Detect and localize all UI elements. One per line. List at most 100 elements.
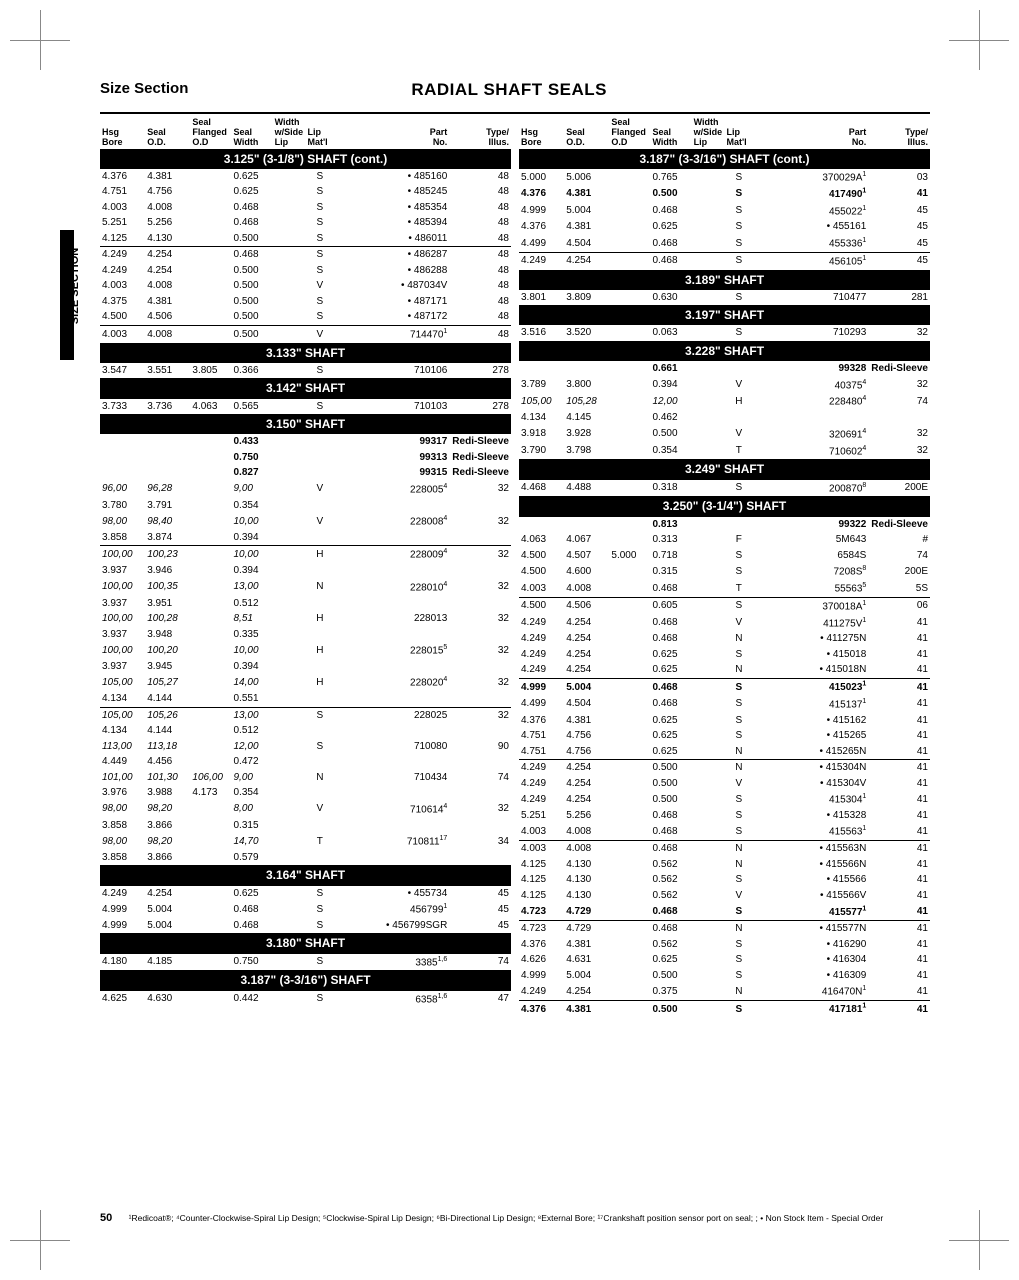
cell: 2280155 [334, 642, 449, 659]
cell [190, 450, 231, 466]
cell [609, 679, 650, 696]
cell: 96,00 [100, 481, 145, 498]
cell: 9,00 [232, 770, 273, 786]
cell [273, 596, 306, 612]
section-bar: 3.150" SHAFT [100, 414, 511, 434]
cell: 41 [868, 647, 930, 663]
table-row: 101,00101,30106,009,00N71043474 [100, 770, 511, 786]
cell: 228025 [334, 708, 449, 724]
cell [190, 739, 231, 755]
cell: S [305, 399, 334, 415]
cell [609, 952, 650, 968]
cell: 3.858 [100, 850, 145, 866]
cell [190, 200, 231, 216]
cell: H [305, 674, 334, 691]
cell: 4.999 [519, 968, 564, 984]
cell: T [724, 443, 753, 460]
cell [305, 530, 334, 546]
cell: 105,27 [145, 674, 190, 691]
cell: 4.173 [190, 785, 231, 801]
cell [609, 728, 650, 744]
cell: 2280104 [334, 579, 449, 596]
cell: H [724, 393, 753, 410]
cell: S [724, 203, 753, 220]
table-row: 3.5473.5513.8050.366S710106278 [100, 363, 511, 379]
cell [692, 776, 725, 792]
cell: 4.003 [519, 841, 564, 857]
cell [273, 278, 306, 294]
cell [564, 361, 609, 377]
cell: 5.256 [564, 808, 609, 824]
cell: 0.562 [651, 937, 692, 953]
cell: 5.000 [519, 169, 564, 186]
crop-mark-tl [10, 10, 70, 70]
cell [273, 215, 306, 231]
cell [145, 450, 190, 466]
cell: 4.376 [519, 1001, 564, 1018]
cell [609, 1001, 650, 1018]
table-row: 4.5004.6000.315S7208S8200E [519, 563, 930, 580]
cell: 48 [449, 169, 511, 185]
cell [273, 954, 306, 971]
cell: 48 [449, 215, 511, 231]
table-row: 4.0034.0080.468S• 48535448 [100, 200, 511, 216]
cell: 0.468 [651, 631, 692, 647]
cell [449, 596, 511, 612]
table-row: 4.1254.1300.562N• 415566N41 [519, 857, 930, 873]
cell: • 415265 [753, 728, 868, 744]
cell: S [305, 247, 334, 263]
cell: Redi-Sleeve [449, 450, 511, 466]
cell: 12,00 [232, 739, 273, 755]
cell: 41 [868, 679, 930, 696]
cell: 4.999 [519, 679, 564, 696]
cell: 4.500 [519, 598, 564, 615]
cell: • 486288 [334, 263, 449, 279]
cell: 98,20 [145, 833, 190, 850]
section-bar: 3.125" (3-1/8") SHAFT (cont.) [100, 149, 511, 169]
cell [190, 754, 231, 770]
cell: 74 [449, 954, 511, 971]
cell [609, 598, 650, 615]
cell [692, 443, 725, 460]
cell [273, 886, 306, 902]
cell: 4151371 [753, 696, 868, 713]
table-row: 3.8583.8660.579 [100, 850, 511, 866]
cell: 0.500 [651, 968, 692, 984]
cell: 4150231 [753, 679, 868, 696]
cell: 4.008 [145, 326, 190, 343]
cell [305, 627, 334, 643]
cell: S [724, 563, 753, 580]
table-row: 4.3754.3810.500S• 48717148 [100, 294, 511, 310]
cell: • 486011 [334, 231, 449, 247]
cell [305, 450, 334, 466]
col-header: Width w/SideLip [692, 117, 725, 149]
cell: 0.468 [651, 903, 692, 920]
cell: F [724, 532, 753, 548]
cell [305, 754, 334, 770]
cell: 4.500 [519, 548, 564, 564]
cell: 4.381 [564, 186, 609, 203]
cell: 710293 [753, 325, 868, 341]
table-row: 4.3764.3810.562S• 41629041 [519, 937, 930, 953]
cell: 32 [449, 674, 511, 691]
cell: 14,70 [232, 833, 273, 850]
cell [190, 434, 231, 450]
table-row: 4.2494.2540.625S• 45573445 [100, 886, 511, 902]
cell [334, 723, 449, 739]
cell [609, 563, 650, 580]
cell: 0.472 [232, 754, 273, 770]
col-header: LipMat'l [724, 117, 753, 149]
cell [449, 498, 511, 514]
cell: • 416304 [753, 952, 868, 968]
cell: 0.625 [651, 744, 692, 760]
cell: 4.254 [564, 615, 609, 632]
cell: 41 [868, 662, 930, 678]
cell: 4.134 [100, 723, 145, 739]
cell: 3.790 [519, 443, 564, 460]
cell: S [305, 708, 334, 724]
cell [273, 770, 306, 786]
cell [724, 410, 753, 426]
cell: 4.125 [519, 872, 564, 888]
cell: 4.249 [519, 647, 564, 663]
cell [449, 530, 511, 546]
